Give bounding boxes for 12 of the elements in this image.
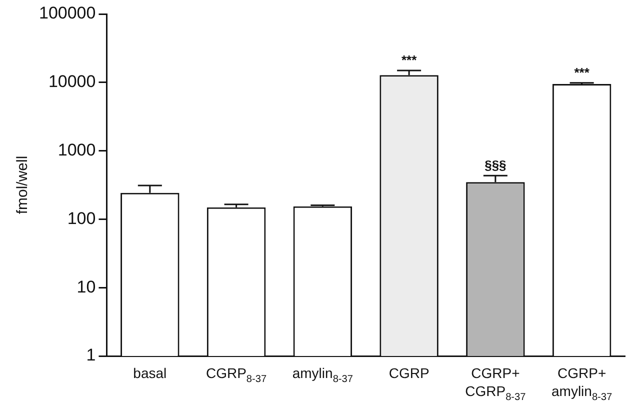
- x-tick-label: basal: [133, 365, 167, 381]
- y-tick-label: 100000: [38, 4, 96, 23]
- y-tick-label: 10: [76, 277, 96, 296]
- data-label: ***: [401, 52, 418, 68]
- x-tick-label: CGRP: [388, 365, 430, 381]
- data-label: §§§: [484, 158, 506, 173]
- y-tick-label: 100: [67, 208, 96, 228]
- data-label: ***: [574, 64, 590, 80]
- y-axis-title: fmol/well: [14, 156, 32, 214]
- y-tick-label: 10000: [48, 72, 96, 92]
- y-tick-label: 1: [86, 346, 96, 365]
- y-tick-label: 1000: [58, 140, 96, 160]
